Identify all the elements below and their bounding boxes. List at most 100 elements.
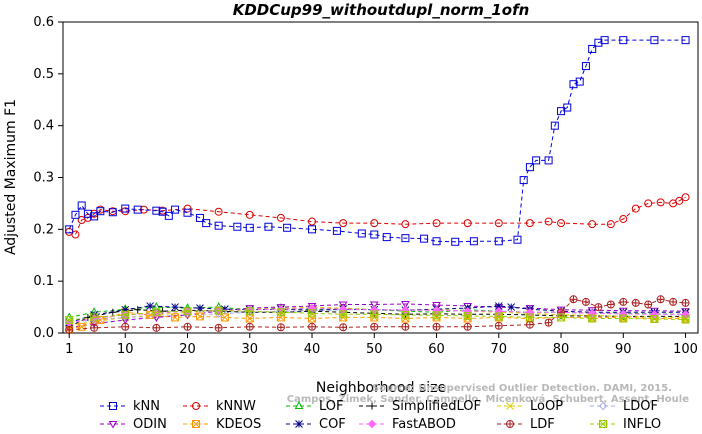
data-point-knn <box>619 36 628 45</box>
data-point-knnw <box>83 213 92 222</box>
data-point-odin <box>432 302 441 310</box>
legend-label-odin: ODIN <box>133 417 167 432</box>
legend-marker-fastabod <box>367 419 377 429</box>
data-point-knn <box>308 225 317 234</box>
data-point-knn <box>575 77 584 86</box>
data-point-inflo <box>681 315 690 324</box>
data-point-cof-stroke <box>494 302 503 310</box>
data-point-inflo <box>494 312 503 321</box>
legend-label-knnw: kNNW <box>216 399 256 414</box>
data-point-knn <box>133 205 142 214</box>
data-point-cof-stroke <box>171 303 179 311</box>
legend-marker-knnw <box>192 402 200 410</box>
data-point-knn <box>432 237 441 246</box>
data-point-inflo <box>525 313 534 322</box>
data-point-knnw <box>656 198 665 207</box>
data-point-odin <box>369 301 379 309</box>
data-point-knnw <box>463 219 472 228</box>
series-inflo <box>65 306 690 325</box>
data-point-knn <box>357 229 366 238</box>
data-point-kdeos <box>308 314 317 323</box>
data-point-kdeos-stroke <box>196 312 204 321</box>
legend-item-ldf: LDF <box>497 417 555 432</box>
data-point-knn <box>152 206 161 215</box>
data-point-kdeos-stroke <box>221 313 229 322</box>
data-point-knn <box>494 237 503 246</box>
data-point-knnw <box>276 213 285 222</box>
data-point-inflo <box>308 309 317 318</box>
data-point-fastabod <box>619 309 628 319</box>
data-point-ldf <box>245 322 254 331</box>
data-point-knn <box>77 201 86 210</box>
data-point-knn <box>532 156 541 165</box>
data-point-knn <box>183 208 192 217</box>
data-point-knn <box>370 230 379 239</box>
legend-marker-odin <box>108 421 118 429</box>
data-point-odin <box>681 308 690 316</box>
data-point-fastabod <box>619 309 628 319</box>
legend-item-knn: kNN <box>100 399 160 414</box>
y-tick-label: 0.5 <box>33 67 54 82</box>
data-point-knnw <box>276 213 285 222</box>
data-point-knn <box>121 204 130 213</box>
data-point-ldf <box>581 297 590 306</box>
y-axis: 0.0 0.1 0.2 0.3 0.4 0.5 0.6 <box>33 15 63 341</box>
x-tick-label: 60 <box>428 342 445 357</box>
data-point-ldf <box>631 298 640 307</box>
data-point-knn <box>451 237 460 246</box>
legend-label-fastabod: FastABOD <box>392 417 456 432</box>
data-point-odin <box>525 305 535 313</box>
data-point-knnw <box>183 204 192 213</box>
legend-marker-ldf <box>506 420 514 428</box>
x-tick-label: 100 <box>673 342 698 357</box>
data-point-knn <box>581 62 590 71</box>
legend-item-inflo: INFLO <box>590 417 661 432</box>
y-tick-label: 0.4 <box>33 119 54 134</box>
data-point-knn <box>532 156 541 165</box>
data-point-knn <box>164 211 173 220</box>
data-point-knnw <box>525 219 534 228</box>
legend-marker-ldof <box>598 401 608 411</box>
data-point-knn <box>90 212 99 221</box>
data-point-knnw <box>183 204 192 213</box>
data-point-knn <box>420 234 429 243</box>
data-point-knnw <box>245 210 254 219</box>
data-point-knn <box>65 225 74 234</box>
data-point-knnw <box>631 204 640 213</box>
data-point-knn <box>214 221 223 230</box>
data-point-knn <box>90 212 99 221</box>
legend-marker-inflo <box>599 420 607 428</box>
data-point-knn <box>681 36 690 45</box>
data-point-kdeos <box>220 313 229 322</box>
data-point-knnw <box>432 219 441 228</box>
legend-marker-knn <box>109 402 117 410</box>
data-point-cof-stroke <box>146 302 155 310</box>
data-point-ldf <box>606 300 615 309</box>
data-point-ldf <box>276 323 285 332</box>
data-point-knnw <box>675 196 684 205</box>
data-point-ldf <box>644 300 653 309</box>
x-tick-label: 10 <box>117 342 134 357</box>
data-point-knnw <box>588 220 597 229</box>
data-point-ldf <box>401 322 410 331</box>
data-point-knn <box>420 234 429 243</box>
data-point-ldf <box>494 321 503 330</box>
data-point-kdeos-stroke <box>245 314 254 323</box>
legend-marker-loop-stroke <box>506 402 514 410</box>
data-point-knn <box>432 237 441 246</box>
y-tick-label: 0.0 <box>33 326 54 341</box>
data-point-inflo <box>276 308 285 317</box>
data-point-ldf <box>90 323 99 332</box>
data-point-fastabod <box>401 305 410 315</box>
data-point-kdeos <box>195 312 204 321</box>
data-point-knn <box>594 38 603 47</box>
legend-marker-knn <box>109 402 117 410</box>
data-point-ldf <box>339 323 348 332</box>
data-point-knn <box>544 156 553 165</box>
data-point-fastabod <box>650 310 659 319</box>
x-tick-label: 80 <box>553 342 570 357</box>
data-point-knnw <box>370 219 379 228</box>
watermark-line-2: Campos, Zimek, Sander, Campello, Micenko… <box>287 393 689 405</box>
data-point-knn <box>594 38 603 47</box>
series-line-loop <box>69 306 686 326</box>
